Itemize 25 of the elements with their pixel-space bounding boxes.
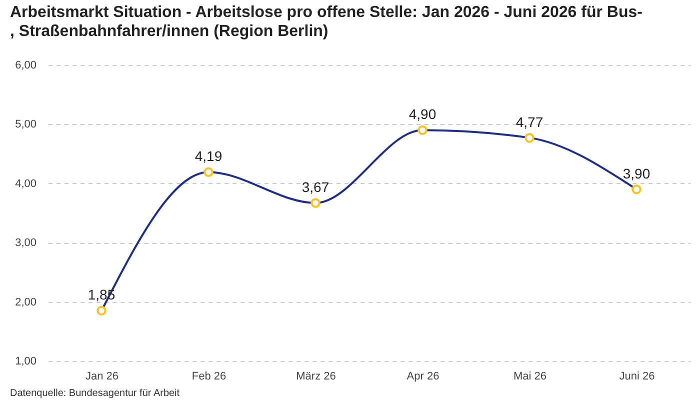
data-label: 4,77 — [516, 114, 544, 130]
x-tick-label: Feb 26 — [192, 370, 226, 382]
text: Datenquelle: Bundesagentur für Arbeit — [10, 388, 180, 399]
data-label: 3,67 — [302, 178, 330, 195]
point — [96, 306, 106, 316]
point — [204, 167, 214, 178]
x-tick-label: Apr 26 — [406, 370, 440, 382]
point — [310, 198, 320, 208]
chart-title: Arbeitsmarkt Situation - Arbeitslose pro offene Stelle: Jan 2026 - Juni 2026 für Bus-, Straßenbahnfahrer/innen (Region Berlin) — [10, 4, 642, 40]
y-tick-label: 3,00 — [15, 237, 36, 250]
y-tick-label: 1,00 — [15, 356, 36, 368]
point — [524, 132, 534, 143]
data-label: 4,90 — [408, 106, 436, 122]
y-tick-label: 2,00 — [15, 296, 36, 308]
data-label: 4,19 — [194, 148, 222, 164]
x-tick-label: Jan 26 — [85, 370, 119, 382]
y-tick-label: 4,00 — [15, 178, 36, 190]
point — [418, 125, 428, 135]
data-label: 3,90 — [622, 165, 650, 182]
y-tick-label: 6,00 — [15, 60, 36, 72]
x-tick-label: März 26 — [296, 370, 336, 382]
x-tick-label: Mai 26 — [513, 370, 547, 382]
x-tick-label: Juni 26 — [619, 370, 655, 382]
point — [632, 184, 642, 194]
y-tick-label: 5,00 — [15, 118, 36, 131]
